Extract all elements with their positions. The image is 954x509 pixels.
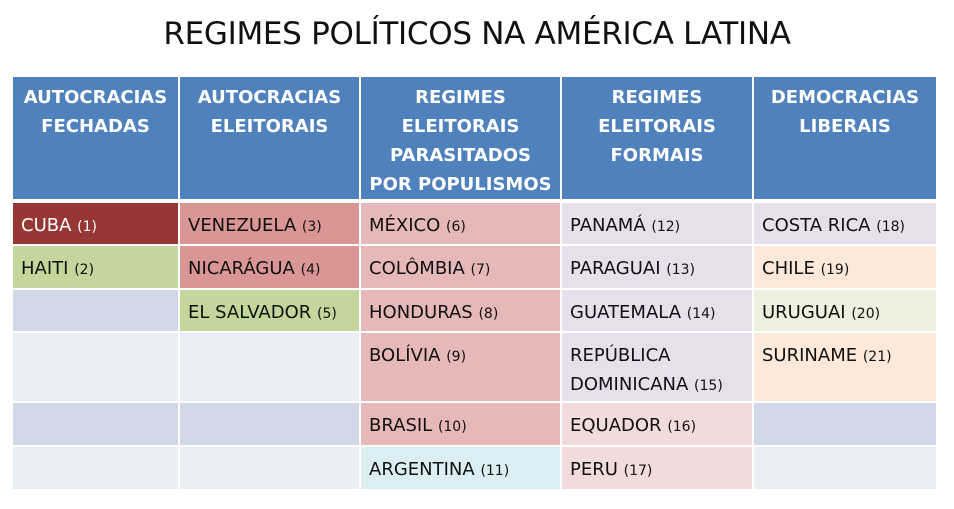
table-cell: PARAGUAI (13) [561, 245, 754, 290]
empty-cell [13, 289, 180, 333]
table-cell: EQUADOR (16) [561, 402, 754, 447]
country-name: URUGUAI [762, 302, 846, 323]
table-row: BOLÍVIA (9) REPÚBLICA DOMINICANA (15) SUR… [13, 332, 936, 403]
country-number: (17) [623, 463, 653, 479]
table-row: BRASIL (10) EQUADOR (16) [13, 402, 936, 447]
table-cell: HONDURAS (8) [360, 289, 562, 333]
column-header-democracias-liberais: DEMOCRACIAS LIBERAIS [753, 77, 936, 203]
regimes-table: AUTOCRACIAS FECHADAS AUTOCRACIAS ELEITOR… [13, 77, 936, 491]
table-row: ARGENTINA (11) PERU (17) [13, 446, 936, 491]
country-number: (4) [300, 262, 321, 278]
table-cell: PERU (17) [561, 446, 754, 491]
country-number: (5) [317, 306, 337, 322]
table-cell: GUATEMALA (14) [561, 289, 754, 333]
country-name: BRASIL [369, 415, 433, 436]
table-cell: URUGUAI (20) [753, 289, 936, 333]
country-name: CHILE [762, 258, 815, 279]
table-cell: VENEZUELA (3) [179, 201, 361, 246]
country-name: COSTA RICA [762, 215, 871, 236]
table-cell: MÉXICO (6) [360, 201, 562, 246]
table-cell: CHILE (19) [753, 245, 936, 290]
table-cell: BRASIL (10) [360, 402, 562, 447]
table-row: HAITI (2) NICARÁGUA (4) COLÔMBIA (7) PAR… [13, 245, 936, 290]
table-cell: SURINAME (21) [753, 332, 936, 403]
country-name: PARAGUAI [570, 258, 661, 279]
country-number: (6) [446, 219, 466, 235]
country-number: (2) [74, 262, 95, 278]
country-number: (11) [480, 463, 510, 479]
table-cell: REPÚBLICA DOMINICANA (15) [561, 332, 754, 403]
country-number: (10) [437, 419, 467, 435]
empty-cell [753, 402, 936, 447]
table-header-row: AUTOCRACIAS FECHADAS AUTOCRACIAS ELEITOR… [13, 77, 936, 203]
country-name: PANAMÁ [570, 215, 646, 236]
country-number: (7) [470, 262, 491, 278]
empty-cell [13, 402, 180, 447]
country-number: (1) [77, 219, 97, 235]
country-name: CUBA [21, 215, 72, 236]
column-header-autocracias-eleitorais: AUTOCRACIAS ELEITORAIS [179, 77, 361, 203]
country-number: (16) [667, 419, 697, 435]
country-number: (19) [820, 262, 850, 278]
country-number: (3) [301, 219, 322, 235]
table-cell: BOLÍVIA (9) [360, 332, 562, 403]
column-header-regimes-formais: REGIMES ELEITORAIS FORMAIS [561, 77, 754, 203]
empty-cell [179, 402, 361, 447]
country-name: SURINAME [762, 345, 858, 366]
table-row: EL SALVADOR (5) HONDURAS (8) GUATEMALA (… [13, 289, 936, 333]
table-cell: CUBA (1) [13, 201, 180, 246]
empty-cell [179, 332, 361, 403]
table-cell: HAITI (2) [13, 245, 180, 290]
country-name: VENEZUELA [188, 215, 297, 236]
country-name: PERU [570, 459, 618, 480]
country-name: ARGENTINA [369, 459, 475, 480]
empty-cell [13, 446, 180, 491]
country-number: (8) [478, 306, 499, 322]
table-cell: EL SALVADOR (5) [179, 289, 361, 333]
empty-cell [179, 446, 361, 491]
empty-cell [753, 446, 936, 491]
table-cell: NICARÁGUA (4) [179, 245, 361, 290]
country-number: (9) [446, 349, 467, 365]
country-name: BOLÍVIA [369, 345, 441, 366]
country-name: DOMINICANA [570, 374, 689, 395]
empty-cell [13, 332, 180, 403]
country-number: (12) [651, 219, 681, 235]
country-number: (18) [876, 219, 905, 235]
country-name: COLÔMBIA [369, 258, 465, 279]
country-name: GUATEMALA [570, 302, 682, 323]
page-title: REGIMES POLÍTICOS NA AMÉRICA LATINA [163, 16, 791, 52]
column-header-regimes-parasitados: REGIMES ELEITORAIS PARASITADOS POR POPUL… [360, 77, 562, 203]
country-name: MÉXICO [369, 215, 441, 236]
table-cell: COSTA RICA (18) [753, 201, 936, 246]
country-number: (13) [666, 262, 696, 278]
country-number: (21) [862, 349, 892, 365]
country-name: EQUADOR [570, 415, 662, 436]
table-row: CUBA (1) VENEZUELA (3) MÉXICO (6) PANAMÁ… [13, 201, 936, 246]
country-number: (14) [686, 306, 716, 322]
table-cell: ARGENTINA (11) [360, 446, 562, 491]
country-name: HONDURAS [369, 302, 473, 323]
table-cell: PANAMÁ (12) [561, 201, 754, 246]
country-name: NICARÁGUA [188, 258, 295, 279]
country-number: (15) [694, 378, 723, 394]
country-name: HAITI [21, 258, 69, 279]
table-cell: COLÔMBIA (7) [360, 245, 562, 290]
country-name-line1: REPÚBLICA [570, 345, 671, 366]
country-name: EL SALVADOR [188, 302, 312, 323]
country-number: (20) [851, 306, 881, 322]
column-header-autocracias-fechadas: AUTOCRACIAS FECHADAS [13, 77, 180, 203]
